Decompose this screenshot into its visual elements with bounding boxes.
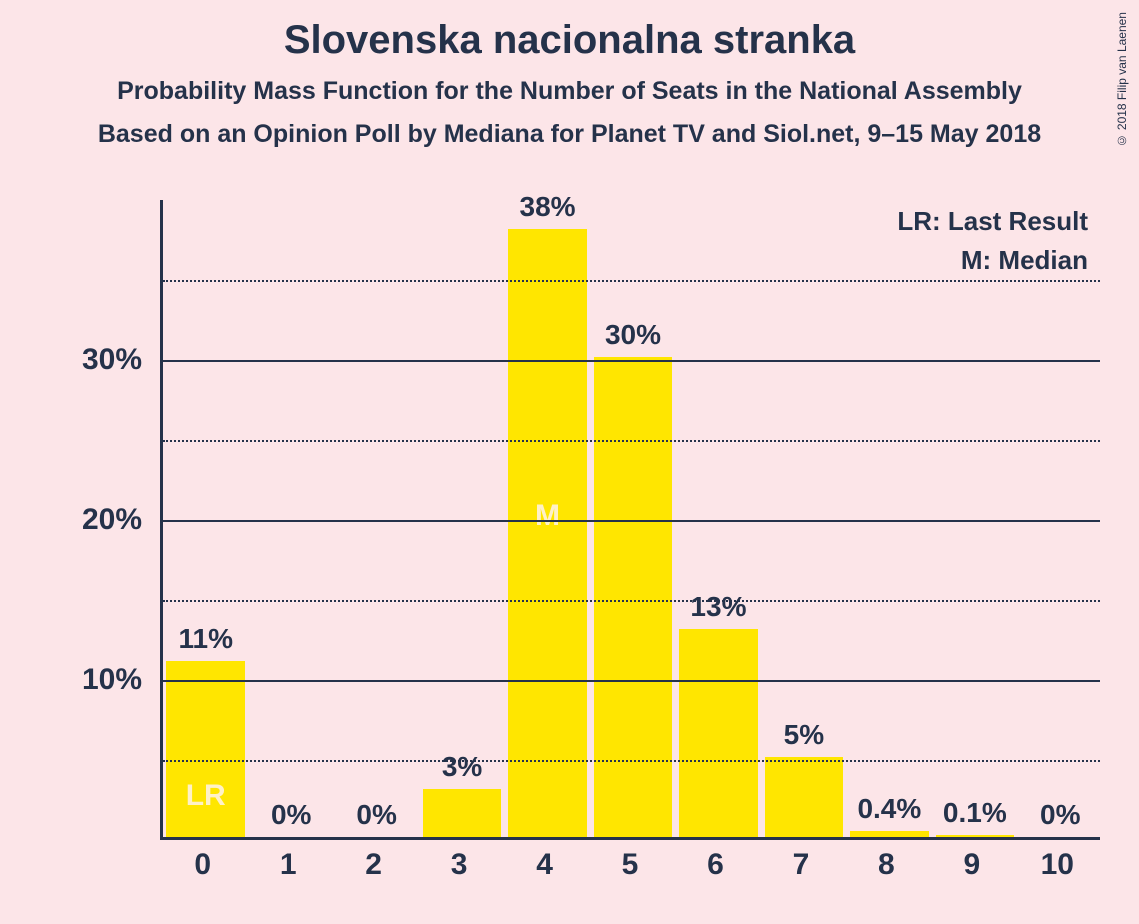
x-tick-label: 2 bbox=[365, 848, 382, 882]
bar-value-label: 13% bbox=[690, 591, 746, 623]
gridline-minor bbox=[163, 600, 1100, 602]
gridline-minor bbox=[163, 440, 1100, 442]
gridline-major bbox=[163, 680, 1100, 682]
gridline-minor bbox=[163, 760, 1100, 762]
bar bbox=[508, 229, 587, 837]
bars-group: 11%LR0%0%3%38%M30%13%5%0.4%0.1%0% bbox=[163, 200, 1100, 837]
bar-value-label: 11% bbox=[178, 623, 233, 655]
chart-subtitle-2: Based on an Opinion Poll by Mediana for … bbox=[0, 120, 1139, 149]
bar-value-label: 38% bbox=[520, 191, 576, 223]
bar bbox=[679, 629, 758, 837]
bar-annotation: LR bbox=[186, 779, 226, 813]
bar-value-label: 3% bbox=[442, 751, 482, 783]
bar-value-label: 30% bbox=[605, 319, 661, 351]
x-tick-label: 10 bbox=[1041, 848, 1074, 882]
copyright-text: © 2018 Filip van Laenen bbox=[1115, 12, 1129, 147]
bar bbox=[936, 835, 1015, 837]
bar bbox=[594, 357, 673, 837]
x-tick-label: 9 bbox=[963, 848, 980, 882]
x-tick-label: 1 bbox=[280, 848, 297, 882]
bar-value-label: 0% bbox=[271, 799, 311, 831]
x-tick-label: 5 bbox=[622, 848, 639, 882]
chart-subtitle-1: Probability Mass Function for the Number… bbox=[0, 77, 1139, 106]
x-tick-label: 6 bbox=[707, 848, 724, 882]
bar bbox=[850, 831, 929, 837]
bar-value-label: 0% bbox=[1040, 799, 1080, 831]
bar bbox=[423, 789, 502, 837]
chart-container: LR: Last Result M: Median 11%LR0%0%3%38%… bbox=[70, 200, 1110, 900]
chart-title: Slovenska nacionalna stranka bbox=[0, 0, 1139, 63]
bar-value-label: 5% bbox=[784, 719, 824, 751]
x-tick-label: 8 bbox=[878, 848, 895, 882]
bar bbox=[765, 757, 844, 837]
x-tick-label: 4 bbox=[536, 848, 553, 882]
y-tick-label: 30% bbox=[62, 343, 142, 377]
y-tick-label: 10% bbox=[62, 663, 142, 697]
gridline-major bbox=[163, 520, 1100, 522]
y-tick-label: 20% bbox=[62, 503, 142, 537]
x-tick-label: 7 bbox=[793, 848, 810, 882]
bar-annotation: M bbox=[535, 499, 560, 533]
bar-value-label: 0.4% bbox=[857, 793, 921, 825]
gridline-minor bbox=[163, 280, 1100, 282]
gridline-major bbox=[163, 360, 1100, 362]
x-tick-label: 3 bbox=[451, 848, 468, 882]
plot-area: LR: Last Result M: Median 11%LR0%0%3%38%… bbox=[160, 200, 1100, 840]
bar-value-label: 0.1% bbox=[943, 797, 1007, 829]
x-tick-label: 0 bbox=[194, 848, 211, 882]
bar-value-label: 0% bbox=[356, 799, 396, 831]
